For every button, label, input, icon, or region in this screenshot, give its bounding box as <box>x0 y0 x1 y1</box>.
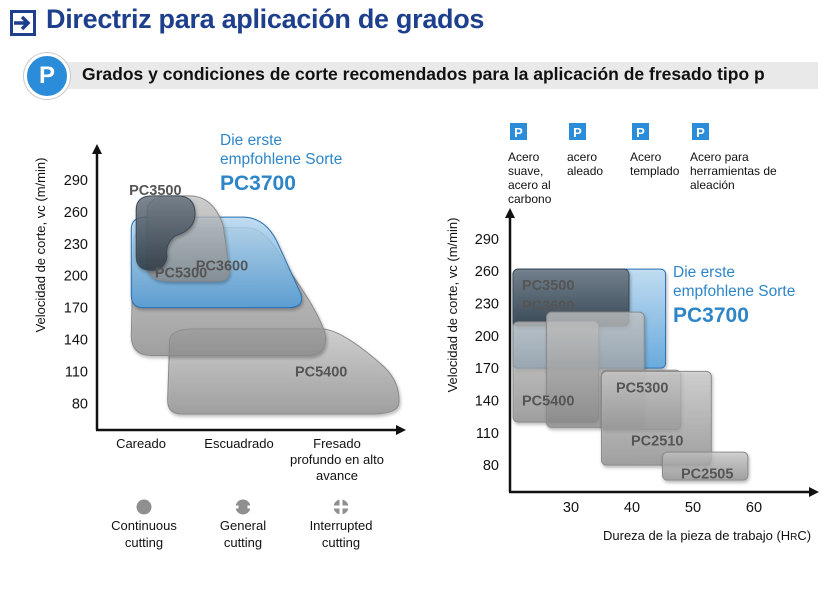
left-y-tick: 200 <box>64 269 88 285</box>
grade-label: PC2510 <box>631 433 683 449</box>
grade-shape-pc2505 <box>662 451 749 481</box>
left-y-tick: 110 <box>65 364 88 380</box>
left-y-tick: 260 <box>64 205 88 221</box>
right-y-tick: 200 <box>475 329 499 345</box>
legend-interrupted-line1: Interrupted <box>310 518 373 533</box>
right-recommended-line2: empfohlene Sorte <box>673 283 795 300</box>
left-x-category: Fresado <box>313 436 361 451</box>
left-y-ticks: 290 260 230 200 170 140 110 80 <box>64 173 88 412</box>
right-x-tick: 30 <box>563 500 579 516</box>
material-label: Acero para <box>690 150 749 164</box>
grade-label: PC3600 <box>522 299 574 315</box>
material-badge: P <box>696 125 705 140</box>
grade-shape-pc2510 <box>601 370 712 466</box>
material-badge: P <box>514 125 523 140</box>
left-legend: Continuous cutting General cutting Inter… <box>111 499 372 550</box>
right-grade-labels: PC3500 PC3600 PC5400 PC5300 PC2510 PC2505 <box>522 278 733 482</box>
general-icon <box>235 499 251 515</box>
interrupted-icon <box>333 499 349 515</box>
right-y-tick: 260 <box>475 264 499 280</box>
right-x-tick: 40 <box>624 500 640 516</box>
material-label: suave, <box>508 164 543 178</box>
left-y-tick: 80 <box>72 396 88 412</box>
arrow-into-box-icon <box>10 10 36 36</box>
grade-shape-pc3500 <box>135 195 196 271</box>
left-x-category: Escuadrado <box>204 436 273 451</box>
p-badge-icon <box>632 123 649 140</box>
p-badge-icon <box>510 123 527 140</box>
right-y-tick: 140 <box>475 393 499 409</box>
grade-label: PC2505 <box>681 467 733 483</box>
right-y-axis-label: Velocidad de corte, vc (m/min) <box>445 218 460 393</box>
right-y-tick: 80 <box>483 458 499 474</box>
material-badge: P <box>573 125 582 140</box>
page-title: Directriz para aplicación de grados <box>46 4 485 34</box>
right-y-tick: 110 <box>476 426 499 442</box>
right-y-tick: 170 <box>475 361 499 377</box>
grade-label: PC3500 <box>129 183 181 199</box>
right-y-ticks: 290 260 230 200 170 140 110 80 <box>475 232 499 474</box>
right-y-tick: 290 <box>475 232 499 248</box>
legend-general-line1: General <box>220 518 266 533</box>
grade-label: PC3500 <box>522 278 574 294</box>
right-x-axis-label: Dureza de la pieza de trabajo (HRC) <box>603 528 811 543</box>
material-badge: P <box>636 125 645 140</box>
grade-label: PC5300 <box>616 381 668 397</box>
material-label: acero <box>567 150 597 164</box>
left-y-tick: 170 <box>64 301 88 317</box>
p-badge-icon <box>692 123 709 140</box>
continuous-icon <box>136 499 152 515</box>
right-y-tick: 230 <box>475 297 499 313</box>
left-y-tick: 230 <box>64 237 88 253</box>
right-x-tick: 60 <box>746 500 762 516</box>
material-label: Acero <box>508 150 540 164</box>
left-y-tick: 290 <box>64 173 88 189</box>
grade-label: PC5300 <box>155 266 207 282</box>
material-label: carbono <box>508 192 552 206</box>
legend-continuous-line1: Continuous <box>111 518 177 533</box>
left-recommended-line2: empfohlene Sorte <box>220 151 342 168</box>
subtitle: Grados y condiciones de corte recomendad… <box>82 64 765 84</box>
grade-label: PC5400 <box>295 364 347 380</box>
left-y-axis-label: Velocidad de corte, vc (m/min) <box>33 158 48 333</box>
left-recommended-grade: PC3700 <box>220 172 296 195</box>
left-x-category: avance <box>316 468 358 483</box>
material-label: Acero <box>630 150 662 164</box>
legend-interrupted-line2: cutting <box>322 535 360 550</box>
grade-label: PC3600 <box>196 259 248 275</box>
legend-general-line2: cutting <box>224 535 262 550</box>
material-label: aleación <box>690 178 735 192</box>
left-x-category: Careado <box>116 436 166 451</box>
left-grade-shapes <box>130 195 400 415</box>
right-x-ticks: 30 40 50 60 <box>563 500 762 516</box>
material-label: acero al <box>508 178 551 192</box>
left-chart: Velocidad de corte, vc (m/min) 290 260 230… <box>33 132 406 550</box>
right-grade-shapes <box>512 268 749 481</box>
grade-label: PC5400 <box>522 393 574 409</box>
legend-continuous-line2: cutting <box>125 535 163 550</box>
material-label: templado <box>630 164 680 178</box>
subtitle-bar <box>38 62 818 89</box>
p-badge-icon: P <box>24 53 70 99</box>
right-x-tick: 50 <box>685 500 701 516</box>
p-badge-icon <box>569 123 586 140</box>
left-y-tick: 140 <box>64 333 88 349</box>
left-recommended-line1: Die erste <box>220 132 282 149</box>
right-recommended-grade: PC3700 <box>673 304 749 327</box>
right-recommended-line1: Die erste <box>673 264 735 281</box>
left-x-category: profundo en alto <box>290 452 384 467</box>
material-label: aleado <box>567 164 603 178</box>
material-label: herramientas de <box>690 164 777 178</box>
